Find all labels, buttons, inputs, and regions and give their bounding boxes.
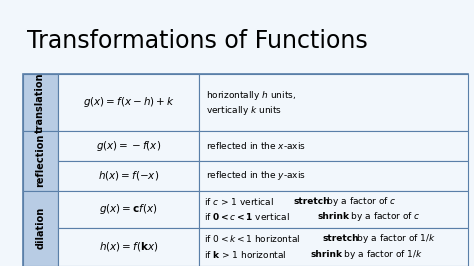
Text: stretch: stretch [293,197,330,206]
Text: Transformations of Functions: Transformations of Functions [27,29,368,53]
FancyBboxPatch shape [199,190,468,228]
Text: by a factor of $\mathit{c}$: by a factor of $\mathit{c}$ [348,210,420,223]
Text: $h(x) = f(-x)$: $h(x) = f(-x)$ [98,169,159,182]
FancyBboxPatch shape [58,161,199,190]
Text: by a factor of $1/k$: by a factor of $1/k$ [341,248,423,261]
Text: $g(x) = -f(x)$: $g(x) = -f(x)$ [96,139,161,153]
Text: stretch: stretch [323,234,359,243]
Text: dilation: dilation [35,207,45,249]
Text: shrink: shrink [310,250,342,259]
Text: reflection: reflection [35,134,45,188]
Text: translation: translation [35,72,45,133]
FancyBboxPatch shape [58,228,199,266]
Text: $g(x) = \mathbf{c}f(x)$: $g(x) = \mathbf{c}f(x)$ [99,202,158,216]
Text: if $\mathit{c}$ > 1 vertical: if $\mathit{c}$ > 1 vertical [204,196,275,207]
FancyBboxPatch shape [58,190,199,228]
Text: $h(x) = f(\mathbf{k}x)$: $h(x) = f(\mathbf{k}x)$ [99,240,158,253]
Text: reflected in the $x$-axis: reflected in the $x$-axis [206,140,306,151]
Text: reflected in the $y$-axis: reflected in the $y$-axis [206,169,306,182]
Text: by a factor of $\mathit{c}$: by a factor of $\mathit{c}$ [324,195,397,208]
FancyBboxPatch shape [58,131,199,161]
Text: if $\mathbf{0 < \mathit{c} < 1}$ vertical: if $\mathbf{0 < \mathit{c} < 1}$ vertica… [204,211,291,222]
FancyBboxPatch shape [199,74,468,131]
Text: if $0 < k < 1$ horizontal: if $0 < k < 1$ horizontal [204,233,301,244]
Text: horizontally $h$ units,: horizontally $h$ units, [206,89,297,102]
Text: $g(x) = f(x - h) + k$: $g(x) = f(x - h) + k$ [82,95,174,109]
Text: by a factor of $1/k$: by a factor of $1/k$ [354,232,436,245]
FancyBboxPatch shape [23,190,58,266]
FancyBboxPatch shape [58,74,199,131]
Text: vertically $k$ units: vertically $k$ units [206,104,283,117]
FancyBboxPatch shape [23,74,468,266]
FancyBboxPatch shape [199,131,468,161]
FancyBboxPatch shape [23,131,58,190]
FancyBboxPatch shape [199,161,468,190]
Text: shrink: shrink [317,211,349,221]
FancyBboxPatch shape [23,74,58,131]
Text: if $\mathbf{k}$ > 1 horizontal: if $\mathbf{k}$ > 1 horizontal [204,249,287,260]
FancyBboxPatch shape [199,228,468,266]
